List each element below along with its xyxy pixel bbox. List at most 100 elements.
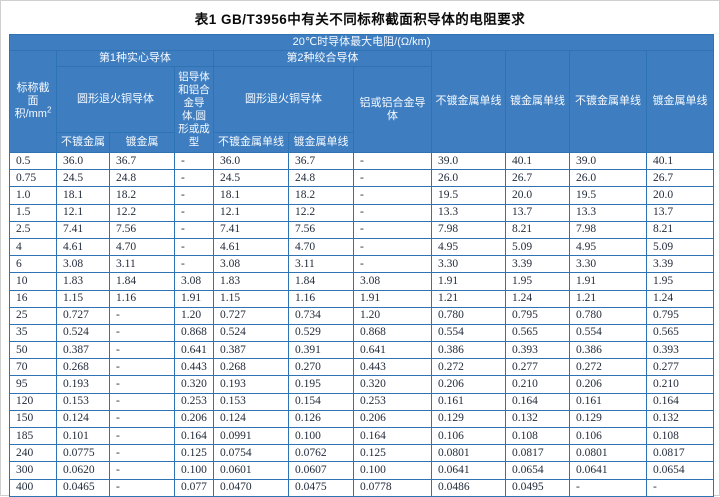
header-col9-plated-wire: 镀金属单线 bbox=[505, 50, 570, 153]
data-cell: 0.0762 bbox=[288, 444, 354, 463]
data-cell: 1.16 bbox=[109, 289, 175, 308]
data-cell: 18.2 bbox=[109, 186, 175, 205]
data-cell: 13.7 bbox=[645, 203, 715, 222]
header-nominal-area: 标称截 面积/mm2 bbox=[9, 50, 57, 153]
data-cell: 1.15 bbox=[213, 289, 289, 308]
data-cell: 26.7 bbox=[505, 169, 570, 188]
data-cell: 18.1 bbox=[56, 186, 110, 205]
data-cell: 36.7 bbox=[288, 151, 354, 171]
data-cell: 26.0 bbox=[431, 169, 506, 188]
data-cell: 0.206 bbox=[431, 375, 506, 394]
table-row: 6 3.08 3.11-3.08 3.11-3.30 3.39 3.30 3.39 bbox=[9, 255, 715, 274]
table-row: 185 0.101-0.164 0.0991 0.100 0.164 0.106 0.108… bbox=[9, 426, 715, 446]
table-row: 25 0.727-1.20 0.727 0.734 1.20 0.780 0.795 0.78… bbox=[9, 306, 715, 325]
table-row: 240 0.0775-0.125 0.0754 0.0762 0.125 0.0801 0.… bbox=[9, 444, 715, 463]
data-cell: 0.0654 bbox=[645, 461, 715, 480]
data-cell: 20.0 bbox=[645, 186, 715, 205]
data-cell: 1.20 bbox=[174, 306, 214, 325]
data-cell: - bbox=[109, 323, 175, 343]
data-cell: 1.84 bbox=[288, 272, 354, 291]
data-cell: 0.124 bbox=[56, 409, 110, 429]
data-cell: 3.08 bbox=[56, 255, 110, 274]
data-cell: 0.164 bbox=[645, 392, 715, 411]
data-cell: 0.0601 bbox=[213, 461, 289, 480]
data-cell: 0.0775 bbox=[56, 444, 110, 463]
data-cell: - bbox=[174, 255, 214, 274]
data-cell: 4.70 bbox=[288, 237, 354, 257]
data-cell: 1.95 bbox=[645, 272, 715, 291]
data-cell: 19.5 bbox=[431, 186, 506, 205]
header-annealed-copper-stranded: 圆形退火铜导体 bbox=[213, 66, 354, 133]
data-cell: - bbox=[174, 151, 214, 171]
data-cell: 0.195 bbox=[288, 375, 354, 394]
data-cell: 0.277 bbox=[505, 358, 570, 377]
data-cell: 0.734 bbox=[288, 306, 354, 325]
data-cell: - bbox=[174, 203, 214, 222]
data-cell: - bbox=[109, 426, 175, 446]
row-area-cell: 1.5 bbox=[9, 203, 57, 222]
data-cell: - bbox=[109, 478, 175, 497]
page-title: 表1 GB/T3956中有关不同标称截面积导体的电阻要求 bbox=[194, 12, 526, 27]
data-cell: 0.641 bbox=[174, 341, 214, 360]
nominal-area-line1: 标称截 bbox=[16, 82, 50, 94]
data-cell: 0.0641 bbox=[431, 461, 506, 480]
data-cell: 0.554 bbox=[431, 323, 506, 343]
nominal-area-superscript: 2 bbox=[46, 105, 52, 115]
data-cell: 0.164 bbox=[353, 426, 432, 446]
data-cell: 0.868 bbox=[174, 323, 214, 343]
data-cell: - bbox=[353, 255, 432, 274]
table-row: 4 4.61 4.70-4.61 4.70-4.95 5.09 4.95 5.09 bbox=[9, 237, 715, 257]
data-cell: 0.153 bbox=[56, 392, 110, 411]
data-cell: 0.0486 bbox=[431, 478, 506, 497]
data-cell: 0.100 bbox=[353, 461, 432, 480]
data-cell: - bbox=[353, 186, 432, 205]
data-cell: 0.106 bbox=[431, 426, 506, 446]
table-row: 1.0 18.1 18.2-18.1 18.2-19.5 20.0 19.5 20.0 bbox=[9, 186, 715, 205]
data-cell: 1.91 bbox=[174, 289, 214, 308]
data-cell: 40.1 bbox=[505, 151, 570, 171]
data-cell: 0.780 bbox=[431, 306, 506, 325]
data-cell: 0.0778 bbox=[353, 478, 432, 497]
data-cell: - bbox=[353, 220, 432, 239]
data-cell: 0.443 bbox=[353, 358, 432, 377]
table-row: 400 0.0465-0.077 0.0470 0.0475 0.0778 0.0486 0… bbox=[9, 478, 715, 497]
data-cell: 0.210 bbox=[645, 375, 715, 394]
data-cell: 7.56 bbox=[288, 220, 354, 239]
data-cell: - bbox=[109, 461, 175, 480]
data-cell: 24.5 bbox=[213, 169, 289, 188]
table-row: 150 0.124-0.206 0.124 0.126 0.206 0.129 0.132 0… bbox=[9, 409, 715, 429]
data-cell: 0.268 bbox=[56, 358, 110, 377]
header-aluminum-solid: 铝导体和铝合金导体,圆形或成型 bbox=[174, 66, 214, 153]
data-cell: 1.91 bbox=[569, 272, 647, 291]
row-area-cell: 300 bbox=[9, 461, 57, 480]
data-cell: 0.0817 bbox=[645, 444, 715, 463]
data-cell: 13.3 bbox=[431, 203, 506, 222]
data-cell: 0.524 bbox=[213, 323, 289, 343]
data-cell: 0.154 bbox=[288, 392, 354, 411]
data-cell: 0.164 bbox=[174, 426, 214, 446]
data-cell: 0.206 bbox=[353, 409, 432, 429]
data-cell: 0.125 bbox=[174, 444, 214, 463]
header-aluminum-stranded: 铝或铝合金导体 bbox=[353, 66, 432, 153]
row-area-cell: 2.5 bbox=[9, 220, 57, 239]
data-cell: 0.253 bbox=[174, 392, 214, 411]
data-cell: 0.164 bbox=[505, 392, 570, 411]
header-group-solid-conductor: 第1种实心导体 bbox=[56, 50, 214, 67]
data-cell: 24.8 bbox=[288, 169, 354, 188]
header-unplated-wire: 不镀金属单线 bbox=[213, 132, 289, 153]
data-cell: 0.780 bbox=[569, 306, 647, 325]
data-cell: 0.529 bbox=[288, 323, 354, 343]
row-area-cell: 50 bbox=[9, 341, 57, 360]
data-cell: - bbox=[645, 478, 715, 497]
data-cell: 12.2 bbox=[288, 203, 354, 222]
data-cell: 18.1 bbox=[213, 186, 289, 205]
data-cell: 40.1 bbox=[645, 151, 715, 171]
data-cell: - bbox=[109, 409, 175, 429]
table-row: 1.5 12.1 12.2-12.1 12.2-13.3 13.7 13.3 13.7 bbox=[9, 203, 715, 222]
data-cell: 0.153 bbox=[213, 392, 289, 411]
data-cell: 0.0801 bbox=[569, 444, 647, 463]
data-cell: 0.387 bbox=[56, 341, 110, 360]
data-cell: 5.09 bbox=[645, 237, 715, 257]
data-cell: 0.391 bbox=[288, 341, 354, 360]
data-cell: 0.0754 bbox=[213, 444, 289, 463]
